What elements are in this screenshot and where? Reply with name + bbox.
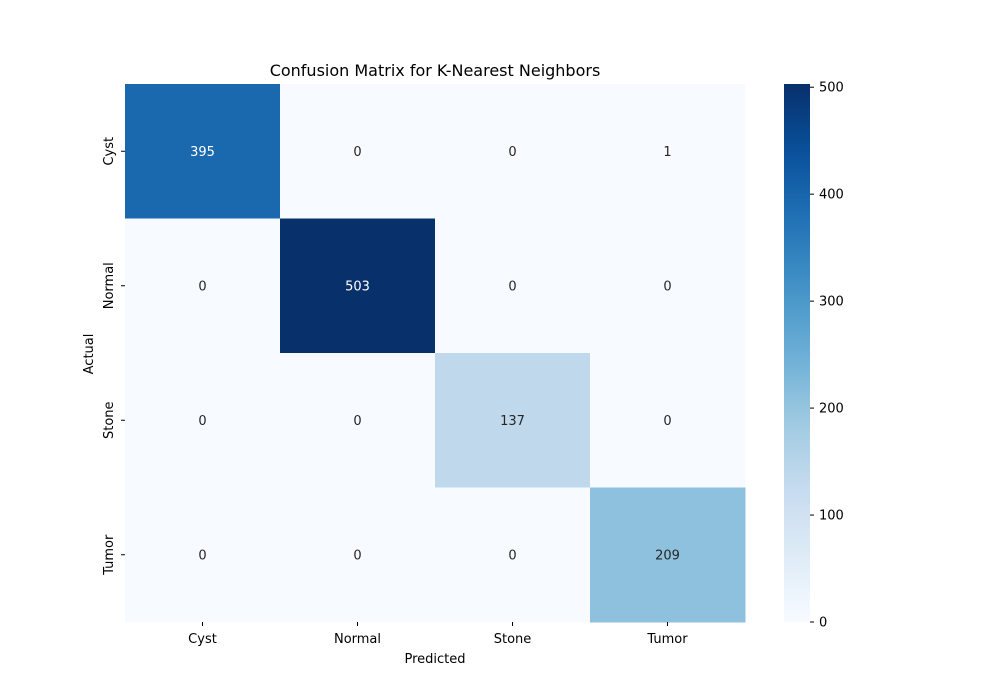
cell-value-label: 0 bbox=[663, 414, 671, 429]
cell-value-label: 0 bbox=[353, 414, 361, 429]
colorbar-ticks: 0 100 200 300 400 500 bbox=[810, 81, 844, 631]
heatmap-cell bbox=[125, 487, 281, 623]
cell-value-label: 0 bbox=[353, 548, 361, 563]
y-axis-label: Actual bbox=[82, 334, 97, 375]
colorbar-tick-label: 500 bbox=[819, 81, 844, 96]
cell-value-label: 0 bbox=[663, 279, 671, 294]
heatmap-cells bbox=[125, 84, 746, 623]
colorbar-tick-label: 100 bbox=[819, 509, 844, 524]
y-tick-label: Tumor bbox=[102, 534, 117, 576]
x-axis-label: Predicted bbox=[404, 652, 465, 667]
heatmap-cell bbox=[590, 487, 746, 623]
heatmap-cell bbox=[125, 218, 281, 354]
y-tick-label: Cyst bbox=[102, 137, 117, 166]
heatmap-cell bbox=[280, 353, 436, 488]
x-tick-label: Cyst bbox=[188, 632, 217, 647]
heatmap-cell bbox=[125, 353, 281, 488]
colorbar bbox=[784, 84, 810, 622]
x-axis: Cyst Normal Stone Tumor bbox=[188, 622, 688, 647]
cell-value-label: 137 bbox=[500, 414, 525, 429]
cell-value-label: 0 bbox=[508, 279, 516, 294]
heatmap-cell bbox=[280, 84, 436, 219]
cell-value-label: 0 bbox=[353, 145, 361, 160]
y-tick-label: Stone bbox=[102, 401, 117, 439]
cell-value-label: 209 bbox=[655, 548, 680, 563]
heatmap-cell bbox=[435, 218, 591, 354]
cell-value-label: 0 bbox=[198, 548, 206, 563]
cell-value-label: 0 bbox=[508, 145, 516, 160]
heatmap-cell bbox=[435, 84, 591, 219]
chart-title: Confusion Matrix for K-Nearest Neighbors bbox=[270, 61, 601, 80]
cell-value-label: 0 bbox=[198, 279, 206, 294]
heatmap-cell bbox=[125, 84, 281, 219]
heatmap-cell bbox=[590, 218, 746, 354]
heatmap-cell bbox=[435, 353, 591, 488]
cell-value-label: 0 bbox=[198, 414, 206, 429]
colorbar-tick-label: 0 bbox=[819, 616, 827, 631]
cell-value-label: 1 bbox=[663, 145, 671, 160]
heatmap-cell bbox=[280, 218, 436, 354]
heatmap-cell bbox=[280, 487, 436, 623]
x-tick-label: Normal bbox=[334, 632, 381, 647]
x-tick-label: Tumor bbox=[646, 632, 688, 647]
cell-value-label: 395 bbox=[190, 145, 215, 160]
colorbar-tick-label: 300 bbox=[819, 295, 844, 310]
y-tick-label: Normal bbox=[102, 262, 117, 309]
colorbar-tick-label: 400 bbox=[819, 188, 844, 203]
heatmap-cell-labels: 395 0 0 1 0 503 0 0 0 0 137 0 0 0 0 209 bbox=[190, 145, 680, 564]
heatmap-cell bbox=[590, 353, 746, 488]
colorbar-tick-label: 200 bbox=[819, 402, 844, 417]
x-tick-label: Stone bbox=[494, 632, 532, 647]
y-axis: Cyst Normal Stone Tumor bbox=[102, 137, 125, 576]
heatmap-cell bbox=[590, 84, 746, 219]
cell-value-label: 0 bbox=[508, 548, 516, 563]
heatmap-cell bbox=[435, 487, 591, 623]
cell-value-label: 503 bbox=[345, 279, 370, 294]
